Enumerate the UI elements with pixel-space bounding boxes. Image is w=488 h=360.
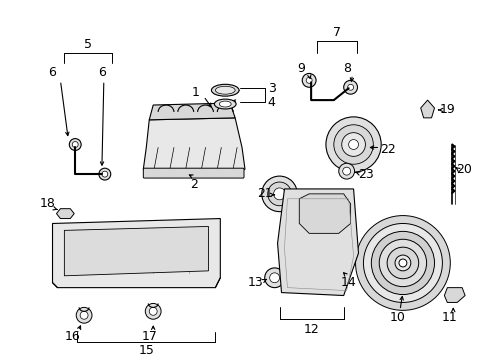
Circle shape (160, 106, 172, 118)
Circle shape (343, 80, 357, 94)
Ellipse shape (215, 86, 235, 94)
Circle shape (305, 77, 311, 83)
Text: 16: 16 (64, 330, 80, 343)
Text: 18: 18 (40, 197, 56, 210)
Circle shape (348, 140, 358, 149)
FancyBboxPatch shape (143, 168, 244, 178)
Circle shape (423, 106, 431, 114)
Text: 13: 13 (247, 276, 263, 289)
Circle shape (370, 231, 434, 294)
Text: 15: 15 (138, 344, 154, 357)
Circle shape (72, 141, 78, 148)
Text: 6: 6 (48, 66, 56, 79)
Circle shape (264, 268, 284, 288)
Polygon shape (299, 194, 350, 233)
Polygon shape (149, 103, 235, 120)
Circle shape (62, 211, 68, 217)
Circle shape (269, 273, 279, 283)
Text: 12: 12 (303, 323, 318, 336)
Text: 20: 20 (455, 163, 471, 176)
Polygon shape (64, 226, 208, 276)
Circle shape (199, 106, 211, 118)
Polygon shape (277, 189, 358, 296)
Circle shape (69, 139, 81, 150)
Ellipse shape (214, 99, 236, 109)
Text: 1: 1 (191, 86, 199, 99)
Polygon shape (143, 118, 244, 174)
Circle shape (398, 259, 406, 267)
Text: 5: 5 (84, 38, 92, 51)
Circle shape (302, 73, 315, 87)
Circle shape (333, 125, 372, 164)
Circle shape (153, 170, 159, 176)
Circle shape (288, 225, 296, 232)
Text: 22: 22 (380, 143, 395, 156)
Circle shape (342, 167, 350, 175)
Circle shape (330, 260, 346, 276)
Circle shape (267, 182, 291, 206)
Circle shape (76, 307, 92, 323)
Text: 17: 17 (141, 330, 157, 343)
Text: 14: 14 (340, 276, 356, 289)
Circle shape (394, 255, 410, 271)
Circle shape (145, 303, 161, 319)
Text: 3: 3 (267, 82, 275, 95)
Circle shape (173, 170, 179, 176)
Circle shape (80, 311, 88, 319)
Circle shape (298, 251, 307, 261)
Circle shape (284, 221, 300, 236)
Circle shape (261, 176, 297, 212)
Circle shape (347, 84, 353, 90)
Polygon shape (444, 288, 464, 302)
Polygon shape (56, 209, 74, 219)
Circle shape (331, 246, 345, 260)
Circle shape (180, 106, 191, 118)
Circle shape (273, 188, 285, 200)
Text: 21: 21 (256, 187, 272, 201)
Text: 9: 9 (297, 62, 305, 75)
Circle shape (341, 133, 365, 156)
Text: 4: 4 (267, 95, 275, 109)
Text: 8: 8 (342, 62, 350, 75)
Text: 23: 23 (358, 168, 373, 181)
Circle shape (219, 106, 231, 118)
Circle shape (355, 216, 449, 310)
Text: 19: 19 (439, 103, 454, 117)
Circle shape (227, 170, 233, 176)
Circle shape (212, 170, 218, 176)
Text: 7: 7 (332, 27, 340, 40)
Polygon shape (420, 100, 434, 118)
Text: 6: 6 (98, 66, 105, 79)
Circle shape (338, 163, 354, 179)
Ellipse shape (211, 84, 239, 96)
Text: 2: 2 (189, 179, 197, 192)
Circle shape (449, 289, 459, 300)
Ellipse shape (219, 101, 231, 107)
Circle shape (99, 168, 110, 180)
Circle shape (386, 247, 418, 279)
Circle shape (149, 307, 157, 315)
Circle shape (379, 239, 426, 287)
Circle shape (325, 117, 381, 172)
Circle shape (294, 247, 311, 265)
Text: 10: 10 (389, 311, 405, 324)
Circle shape (363, 224, 442, 302)
Circle shape (102, 171, 107, 177)
Text: 11: 11 (441, 311, 456, 324)
Circle shape (192, 170, 198, 176)
Polygon shape (52, 219, 220, 288)
Circle shape (334, 264, 342, 272)
